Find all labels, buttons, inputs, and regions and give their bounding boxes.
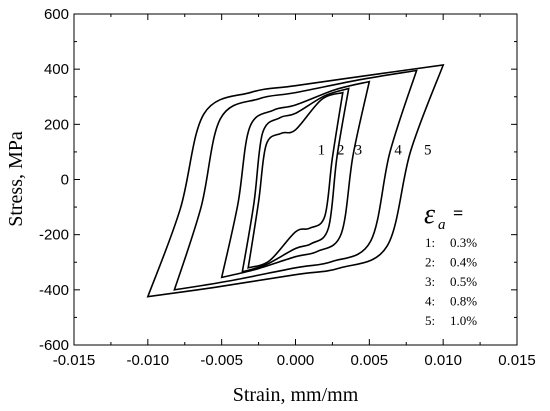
hysteresis-loop-5	[146, 64, 445, 298]
hysteresis-loop-1	[247, 91, 344, 269]
legend-entry-number: 3:	[425, 274, 435, 289]
legend-entry-number: 4:	[425, 294, 435, 309]
y-tick-label: -600	[39, 337, 69, 354]
x-tick-label: -0.015	[53, 352, 96, 369]
x-tick-labels: -0.015 -0.010 -0.005 0.000 0.005 0.010 0.015	[53, 352, 536, 369]
legend-entry-value: 0.4%	[450, 255, 477, 270]
x-axis-title: Strain, mm/mm	[233, 384, 359, 406]
legend-entry-number: 1:	[425, 235, 435, 250]
hysteresis-loops	[146, 64, 445, 298]
x-tick-label: 0.000	[277, 352, 315, 369]
y-axis-title: Stress, MPa	[5, 131, 27, 227]
axis-ticks	[73, 13, 518, 346]
y-tick-label: -400	[39, 282, 69, 299]
curve-label-2: 2	[337, 143, 345, 159]
curve-label-5: 5	[424, 143, 432, 159]
x-tick-label: 0.010	[424, 352, 462, 369]
x-tick-label: 0.005	[351, 352, 389, 369]
y-tick-label: 200	[44, 116, 69, 133]
curve-label-4: 4	[394, 143, 402, 159]
legend-entry-value: 0.3%	[450, 235, 477, 250]
y-tick-label: -200	[39, 227, 69, 244]
x-tick-label: -0.010	[127, 352, 170, 369]
hysteresis-loop-4	[173, 69, 418, 291]
x-tick-label: -0.005	[200, 352, 243, 369]
legend: ε a = 1: 0.3% 2: 0.4% 3: 0.5% 4: 0.8% 5: 1.0%	[424, 199, 477, 328]
hysteresis-loop-2	[241, 87, 350, 274]
legend-entries: 1: 0.3% 2: 0.4% 3: 0.5% 4: 0.8% 5: 1.0%	[425, 235, 477, 328]
legend-entry-number: 2:	[425, 255, 435, 270]
legend-entry-value: 0.5%	[450, 274, 477, 289]
curve-label-3: 3	[355, 143, 363, 159]
curve-label-1: 1	[318, 143, 326, 159]
y-tick-label: 600	[44, 6, 69, 23]
legend-entry-value: 1.0%	[450, 313, 477, 328]
legend-equals: =	[453, 203, 463, 223]
hysteresis-loop-3	[220, 80, 371, 279]
y-tick-label: 0	[61, 172, 69, 189]
legend-subscript: a	[438, 217, 446, 233]
y-tick-labels: -600 -400 -200 0 200 400 600	[39, 6, 69, 354]
legend-entry-number: 5:	[425, 313, 435, 328]
x-tick-label: 0.015	[498, 352, 536, 369]
legend-epsilon-symbol: ε	[424, 199, 435, 230]
legend-entry-value: 0.8%	[450, 294, 477, 309]
y-tick-label: 400	[44, 61, 69, 78]
